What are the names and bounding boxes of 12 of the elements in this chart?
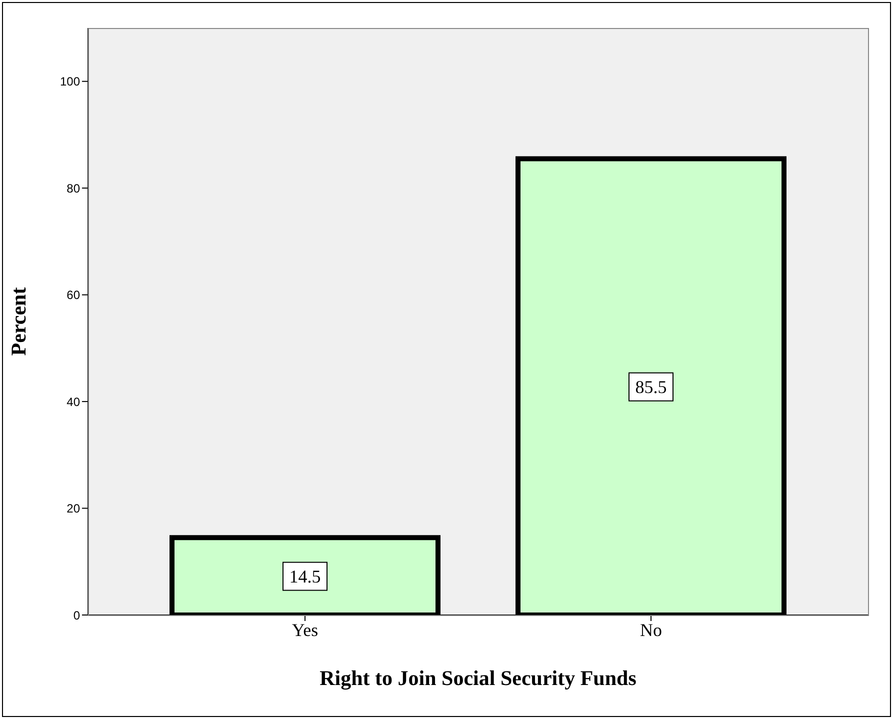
x-axis-title: Right to Join Social Security Funds [320,666,636,690]
y-tick-label: 100 [60,74,80,89]
y-tick-label: 0 [73,608,80,622]
x-tick-label: Yes [292,620,318,640]
y-tick-label: 60 [66,288,80,302]
y-tick-label: 40 [66,394,80,409]
data-label: 14.5 [289,566,321,586]
data-label: 85.5 [635,376,667,397]
y-tick-label: 80 [66,181,80,196]
y-axis-title: Percent [6,287,30,356]
x-tick-label: No [640,620,662,640]
y-tick-label: 20 [66,502,80,516]
